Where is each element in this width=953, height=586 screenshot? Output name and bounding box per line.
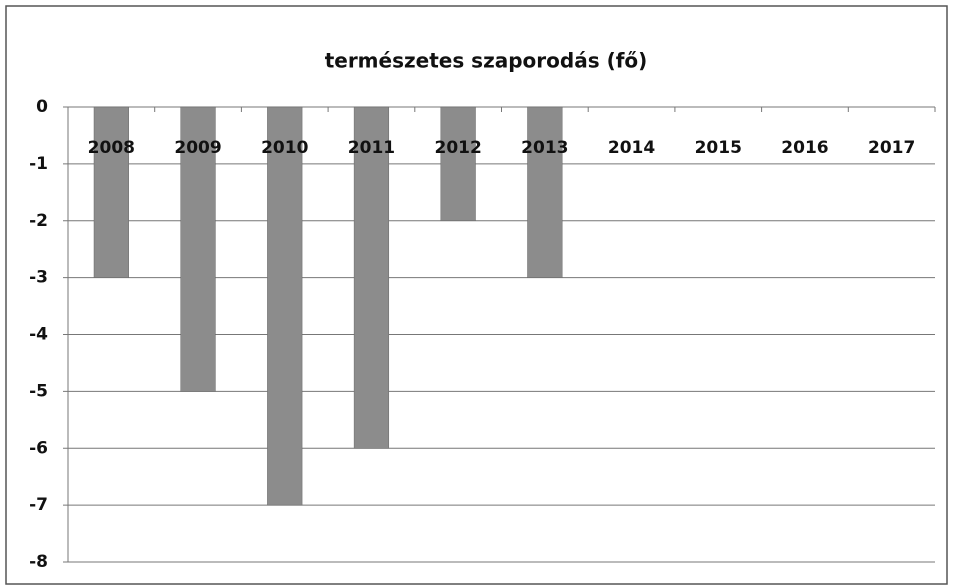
y-tick-label: -5: [29, 381, 48, 401]
y-tick-label: 0: [36, 97, 48, 117]
x-tick-label: 2015: [695, 138, 742, 158]
bar: [440, 106, 476, 221]
y-tick-label: -2: [29, 211, 48, 231]
x-tick-label: 2012: [434, 138, 481, 158]
bar: [527, 106, 563, 278]
x-tick-label: 2017: [868, 138, 915, 158]
y-tick-label: -6: [29, 438, 48, 458]
y-tick-label: -8: [29, 552, 48, 572]
bar: [180, 106, 216, 392]
y-tick-label: -3: [29, 268, 48, 288]
x-tick-label: 2008: [88, 138, 135, 158]
x-tick-label: 2011: [348, 138, 395, 158]
bar: [267, 106, 303, 506]
x-tick-label: 2010: [261, 138, 308, 158]
chart-title: természetes szaporodás (fő): [325, 49, 648, 73]
x-tick-label: 2016: [781, 138, 828, 158]
x-tick-label: 2009: [174, 138, 221, 158]
x-tick-label: 2013: [521, 138, 568, 158]
y-tick-label: -4: [29, 325, 48, 345]
y-tick-label: -7: [29, 495, 48, 515]
y-tick-label: -1: [29, 154, 48, 174]
bar: [93, 106, 129, 278]
bar: [353, 106, 390, 449]
chart-border: [5, 5, 948, 585]
x-tick-label: 2014: [608, 138, 655, 158]
